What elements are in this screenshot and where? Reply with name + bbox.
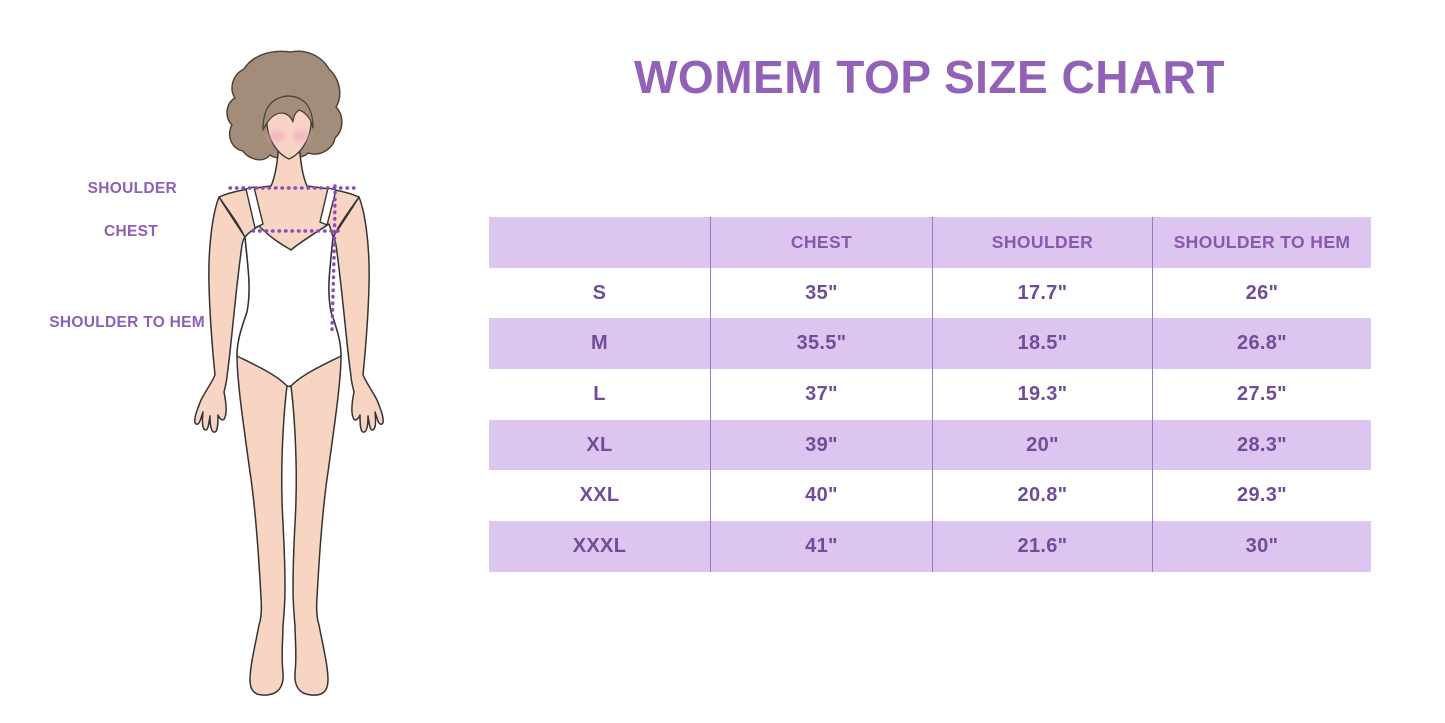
hem-value: 26.8" — [1152, 318, 1371, 370]
size-label: XXXL — [572, 534, 627, 557]
shoulder-value: 19.3" — [932, 369, 1152, 420]
hem-value: 28.3" — [1152, 419, 1371, 471]
right-arm — [332, 196, 384, 433]
bodysuit — [236, 223, 342, 388]
header-cell-shoulder-to-hem: SHOULDER TO HEM — [1152, 217, 1371, 268]
size-table-header-row: CHEST SHOULDER SHOULDER TO HEM — [489, 217, 1371, 268]
woman-figure-illustration — [194, 50, 384, 696]
size-label: L — [593, 382, 606, 405]
size-label: XL — [586, 433, 613, 456]
blush-right — [293, 130, 309, 142]
hair-fringe — [262, 95, 314, 131]
blush-left — [269, 130, 285, 142]
hem-value: 29.3" — [1152, 470, 1371, 522]
size-label: XXL — [579, 484, 620, 507]
table-row-l: L 37" 19.3" 27.5" — [489, 369, 1371, 420]
shoulder-value: 21.6" — [932, 521, 1152, 572]
shoulder-value: 18.5" — [932, 318, 1152, 370]
figure-label-chest: CHEST — [103, 223, 158, 240]
shoulder-value: 20.8" — [932, 470, 1152, 522]
figure-label-shoulder-to-hem: SHOULDER TO HEM — [49, 314, 205, 331]
hem-value: 26" — [1152, 267, 1371, 319]
shoulder-to-hem-measure-line — [330, 184, 337, 332]
size-label: S — [592, 281, 607, 304]
table-row-xl: XL 39" 20" 28.3" — [489, 419, 1371, 471]
header-cell-chest: CHEST — [710, 217, 932, 268]
chest-value: 39" — [710, 419, 932, 471]
body-silhouette — [218, 139, 360, 696]
hem-value: 30" — [1152, 521, 1371, 572]
left-arm — [194, 196, 246, 433]
hem-value: 27.5" — [1152, 369, 1371, 420]
header-cell-shoulder: SHOULDER — [932, 217, 1152, 268]
table-row-s: S 35" 17.7" 26" — [489, 267, 1371, 319]
table-row-xxxl: XXXL 41" 21.6" 30" — [489, 521, 1371, 572]
figure-label-shoulder: SHOULDER — [87, 180, 177, 197]
chest-value: 35" — [710, 267, 932, 319]
size-label: M — [591, 332, 608, 355]
page-title: WOMEM TOP SIZE CHART — [634, 51, 1225, 103]
size-table: CHEST SHOULDER SHOULDER TO HEM S 35" 17.… — [489, 217, 1371, 572]
chest-value: 40" — [710, 470, 932, 522]
table-row-m: M 35.5" 18.5" 26.8" — [489, 318, 1371, 370]
chest-value: 35.5" — [710, 318, 932, 370]
header-cell-size — [489, 217, 710, 268]
shoulder-value: 20" — [932, 419, 1152, 471]
chest-value: 41" — [710, 521, 932, 572]
shoulder-value: 17.7" — [932, 267, 1152, 319]
chest-value: 37" — [710, 369, 932, 420]
table-row-xxl: XXL 40" 20.8" 29.3" — [489, 470, 1371, 522]
